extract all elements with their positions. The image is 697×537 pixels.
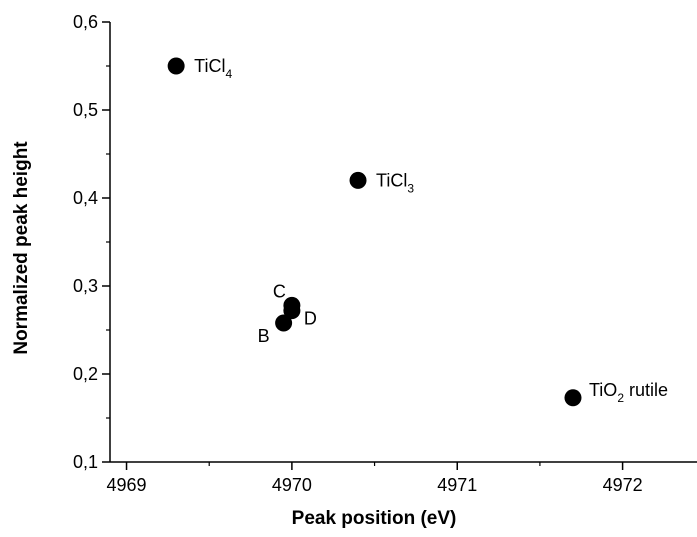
data-point <box>275 314 293 332</box>
data-point <box>283 302 301 320</box>
y-tick-label: 0,6 <box>73 12 98 32</box>
point-labels: TiCl4 TiCl3 CD B TiO2 rutile <box>194 56 668 405</box>
point-label: TiO2 rutile <box>589 380 668 405</box>
data-point <box>349 171 367 189</box>
data-point <box>167 57 185 75</box>
x-axis: 4969 4970 4971 4972 <box>107 462 643 495</box>
data-point <box>564 389 582 407</box>
x-tick-label: 4970 <box>272 475 312 495</box>
y-axis: 0,1 0,2 0,3 0,4 0,5 0,6 <box>73 12 110 472</box>
y-tick-label: 0,2 <box>73 364 98 384</box>
y-tick-label: 0,1 <box>73 452 98 472</box>
x-tick-label: 4971 <box>437 475 477 495</box>
point-label: C <box>273 281 286 301</box>
y-tick-label: 0,5 <box>73 100 98 120</box>
x-axis-title: Peak position (eV) <box>292 508 457 529</box>
x-tick-label: 4972 <box>603 475 643 495</box>
point-label: TiCl3 <box>376 170 414 195</box>
y-axis-title: Normalized peak height <box>11 141 32 355</box>
x-tick-label: 4969 <box>107 475 147 495</box>
data-points <box>167 57 582 407</box>
y-tick-label: 0,3 <box>73 276 98 296</box>
point-label: B <box>258 326 270 346</box>
y-tick-label: 0,4 <box>73 188 98 208</box>
point-label: TiCl4 <box>194 56 232 81</box>
point-label: D <box>304 309 317 329</box>
